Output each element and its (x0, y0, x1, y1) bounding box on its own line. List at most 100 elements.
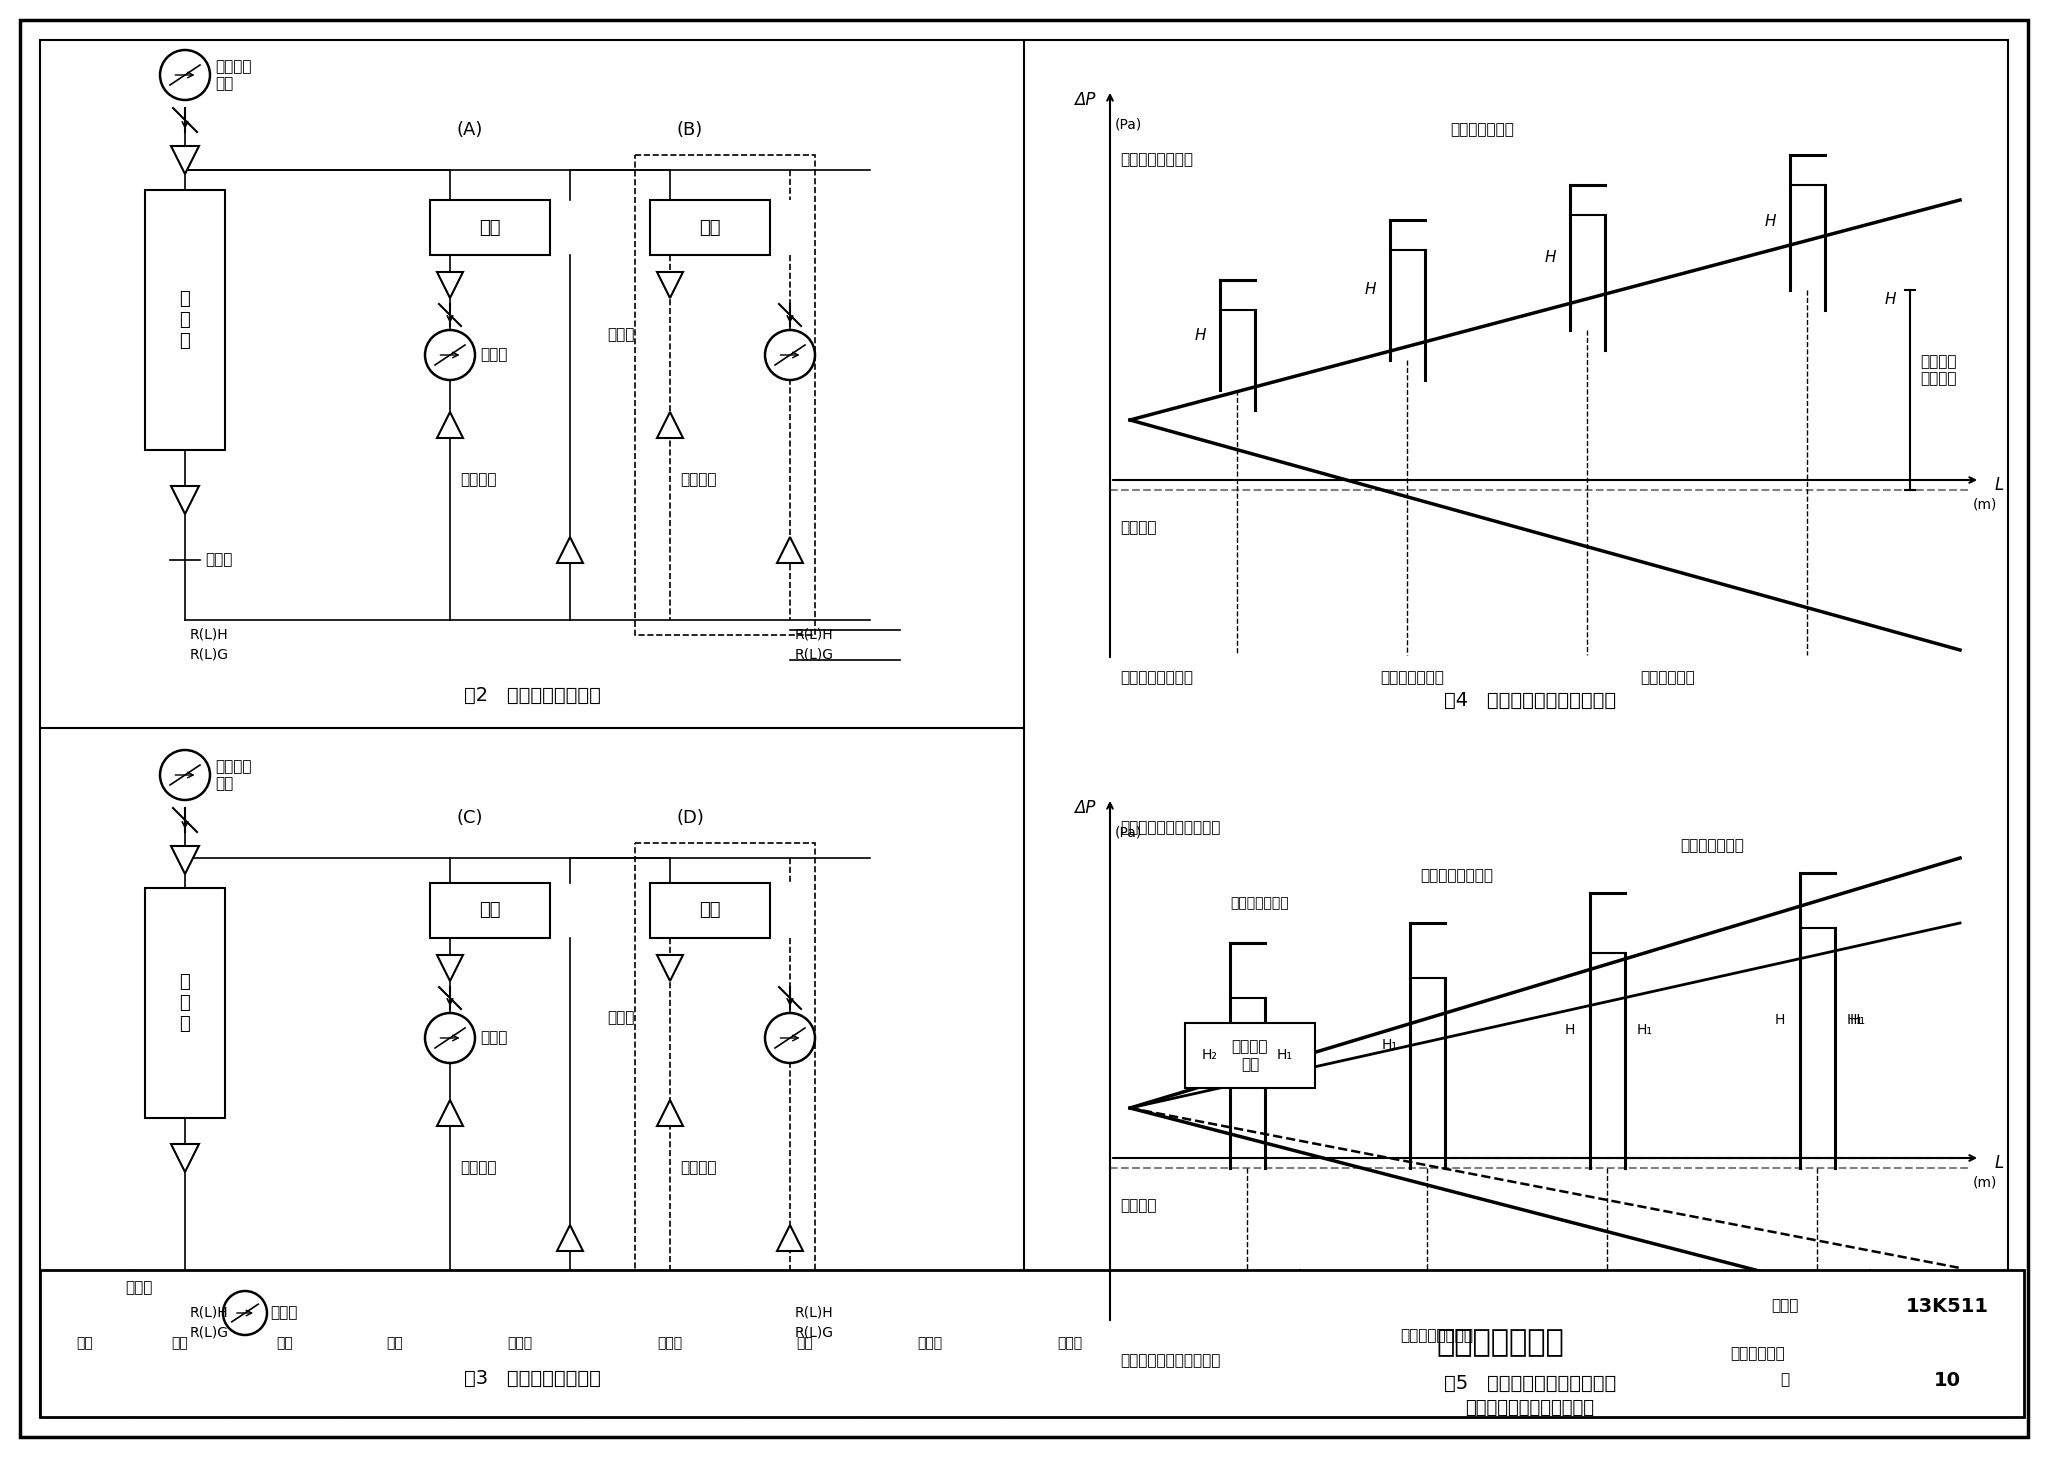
Bar (635, 154, 815, 635)
Bar (430, 200, 551, 255)
Text: 管网静水压线: 管网静水压线 (1640, 670, 1696, 685)
Polygon shape (657, 954, 682, 981)
Text: 图4   分布式二级泵系统水压图: 图4 分布式二级泵系统水压图 (1444, 691, 1616, 710)
Circle shape (766, 1013, 815, 1064)
Text: 管网供水水压线: 管网供水水压线 (1380, 670, 1444, 685)
Text: H: H (1565, 1023, 1575, 1037)
Text: R(L)G: R(L)G (795, 648, 834, 661)
Text: (C): (C) (457, 809, 483, 828)
Text: 谢晓莉: 谢晓莉 (508, 1336, 532, 1351)
Text: 平衡管: 平衡管 (125, 1281, 152, 1295)
Text: 零压差点: 零压差点 (1120, 520, 1157, 535)
Polygon shape (657, 1100, 682, 1126)
Text: 冷热源泵
管网: 冷热源泵 管网 (215, 58, 252, 92)
Circle shape (426, 329, 475, 380)
Text: 图2   二级泵系统分类图: 图2 二级泵系统分类图 (463, 685, 600, 705)
Text: 冷
热
源: 冷 热 源 (180, 973, 190, 1033)
Text: 吕现明: 吕现明 (918, 1336, 942, 1351)
Bar (145, 887, 225, 1118)
Text: 察云: 察云 (172, 1336, 188, 1351)
Text: 吕现明: 吕现明 (1057, 1336, 1083, 1351)
Text: 管网回水水压线: 管网回水水压线 (1450, 122, 1513, 137)
Text: 冷热源管网回水管水压线: 冷热源管网回水管水压线 (1120, 1354, 1221, 1368)
Text: R(L)H: R(L)H (795, 1305, 834, 1320)
Circle shape (160, 50, 211, 101)
Text: 管网静水压线: 管网静水压线 (1731, 1346, 1784, 1361)
Text: 管网回水管水压线: 管网回水管水压线 (1401, 1327, 1473, 1343)
Text: (Pa): (Pa) (1114, 118, 1143, 133)
Circle shape (160, 750, 211, 800)
Text: 图3   三级泵系统分类图: 图3 三级泵系统分类图 (463, 1368, 600, 1387)
Text: R(L)G: R(L)G (795, 1326, 834, 1340)
Bar (41, 1271, 2023, 1418)
Polygon shape (776, 538, 803, 562)
Text: ΔP: ΔP (1073, 90, 1096, 109)
Text: （管网泵安装在供水管上）: （管网泵安装在供水管上） (1466, 1399, 1595, 1418)
Text: 用户泵: 用户泵 (608, 328, 635, 342)
Bar (145, 189, 225, 450)
Text: H₁: H₁ (1382, 1037, 1399, 1052)
Text: 冷
热
源: 冷 热 源 (180, 290, 190, 350)
Bar (635, 844, 815, 1313)
Text: (B): (B) (678, 121, 702, 138)
Text: 二级泵提
供的扬程: 二级泵提 供的扬程 (1921, 354, 1956, 386)
Text: 用户泵: 用户泵 (608, 1011, 635, 1026)
Text: H: H (1884, 293, 1896, 307)
Text: 用户泵: 用户泵 (479, 348, 508, 363)
Text: 用户: 用户 (479, 219, 502, 236)
Polygon shape (170, 487, 199, 514)
Text: H: H (1364, 283, 1376, 297)
Text: 图5   分布式三级泵系统水压图: 图5 分布式三级泵系统水压图 (1444, 1374, 1616, 1393)
Text: (A): (A) (457, 121, 483, 138)
Text: (m): (m) (1972, 1176, 1997, 1190)
Polygon shape (557, 1225, 584, 1252)
Text: (Pa): (Pa) (1114, 826, 1143, 841)
Text: 用户资用
压力: 用户资用 压力 (1231, 1039, 1268, 1072)
Text: 用户管网: 用户管网 (461, 1160, 496, 1176)
Polygon shape (170, 847, 199, 874)
Text: 用户: 用户 (479, 902, 502, 919)
Text: H: H (1544, 249, 1556, 265)
Text: 冷热源回水水压线: 冷热源回水水压线 (1120, 670, 1194, 685)
Text: R(L)H: R(L)H (190, 628, 229, 643)
Text: 页: 页 (1780, 1372, 1790, 1387)
Bar (649, 883, 770, 938)
Text: ΔP: ΔP (1073, 798, 1096, 817)
Polygon shape (436, 412, 463, 439)
Text: 邻电气: 邻电气 (657, 1336, 682, 1351)
Text: R(L)G: R(L)G (190, 1326, 229, 1340)
Circle shape (426, 1013, 475, 1064)
Text: L: L (1995, 476, 2005, 494)
Text: 审核: 审核 (76, 1336, 94, 1351)
Bar (430, 883, 551, 938)
Text: 用户管网: 用户管网 (680, 1160, 717, 1176)
Text: H₁: H₁ (1847, 1013, 1864, 1027)
Text: 用户: 用户 (698, 902, 721, 919)
Text: H₁: H₁ (1849, 1013, 1866, 1027)
Text: L: L (1995, 1154, 2005, 1171)
Circle shape (223, 1291, 266, 1335)
Text: R(L)H: R(L)H (795, 628, 834, 643)
Text: 三级用户泵扬程: 三级用户泵扬程 (1679, 838, 1745, 854)
Text: H: H (1776, 1013, 1786, 1027)
Text: 10: 10 (1933, 1371, 1960, 1390)
Text: 多级泵系统说明: 多级泵系统说明 (1436, 1329, 1565, 1358)
Text: 冷热源管网供水管水压线: 冷热源管网供水管水压线 (1120, 820, 1221, 835)
Text: 平衡管: 平衡管 (205, 552, 231, 567)
Text: 备之: 备之 (276, 1336, 293, 1351)
Text: 用户: 用户 (698, 219, 721, 236)
Text: (m): (m) (1972, 498, 1997, 511)
Text: 供水管网泵扬程: 供水管网泵扬程 (1231, 896, 1288, 911)
Polygon shape (170, 1144, 199, 1171)
Polygon shape (657, 272, 682, 299)
Text: 管网供水管水压线: 管网供水管水压线 (1419, 868, 1493, 883)
Text: 校对: 校对 (387, 1336, 403, 1351)
Text: H₁: H₁ (1636, 1023, 1653, 1037)
Polygon shape (557, 538, 584, 562)
Text: 13K511: 13K511 (1905, 1297, 1989, 1316)
Text: 设计: 设计 (797, 1336, 813, 1351)
Polygon shape (436, 1100, 463, 1126)
Text: 用户管网: 用户管网 (680, 472, 717, 488)
Polygon shape (776, 1225, 803, 1252)
Text: R(L)G: R(L)G (190, 648, 229, 661)
